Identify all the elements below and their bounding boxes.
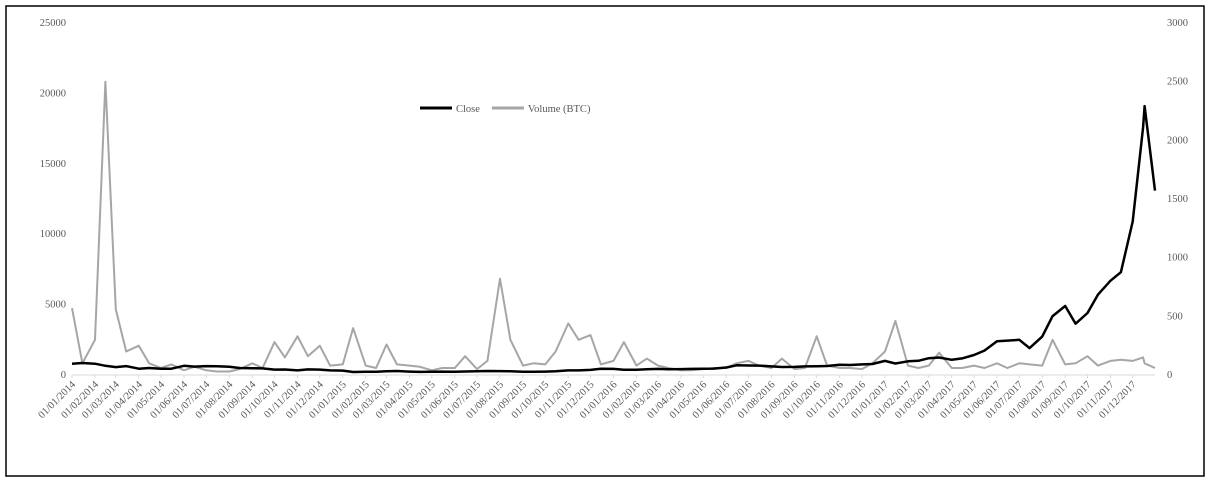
y-tick-label: 15000 — [40, 159, 66, 170]
series-line — [71, 80, 1156, 373]
y-tick-label: 10000 — [40, 229, 66, 240]
y-tick-label: 0 — [61, 370, 66, 381]
y2-tick-label: 0 — [1167, 370, 1172, 381]
y2-tick-label: 2000 — [1167, 135, 1188, 146]
y2-tick-label: 2500 — [1167, 77, 1188, 88]
legend-label: Close — [456, 104, 480, 115]
y-tick-label: 5000 — [45, 300, 66, 311]
y2-tick-label: 500 — [1167, 311, 1183, 322]
series-line — [71, 104, 1157, 374]
y-tick-label: 20000 — [40, 88, 66, 99]
y-tick-label: 25000 — [40, 18, 66, 29]
y2-tick-label: 3000 — [1167, 18, 1188, 29]
legend-label: Volume (BTC) — [528, 104, 591, 115]
y2-tick-label: 1000 — [1167, 253, 1188, 264]
y2-tick-label: 1500 — [1167, 194, 1188, 205]
chart-border — [5, 5, 1205, 477]
